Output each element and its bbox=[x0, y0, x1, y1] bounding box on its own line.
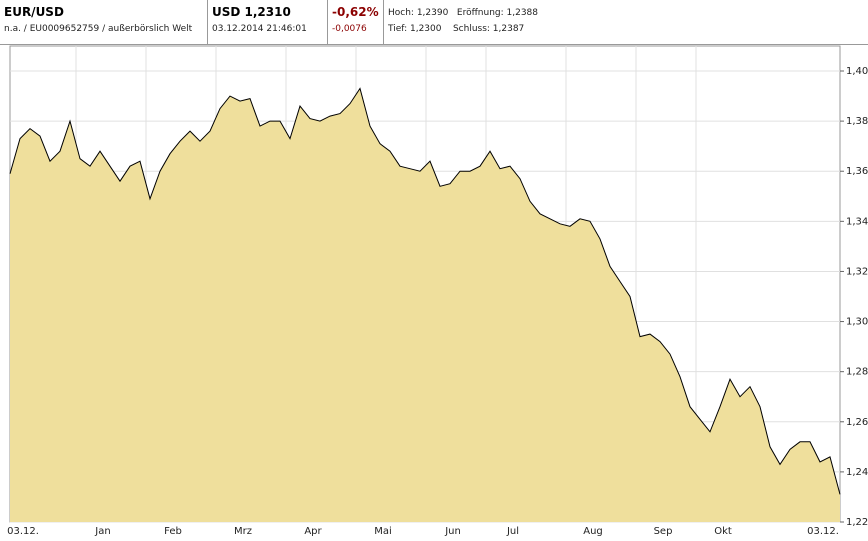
x-tick-label: Feb bbox=[164, 526, 182, 537]
x-tick-label: Jun bbox=[444, 526, 461, 537]
price: USD 1,2310 bbox=[212, 5, 291, 19]
x-tick-label: Apr bbox=[304, 526, 322, 537]
x-tick-label: Mai bbox=[374, 526, 392, 537]
chart: 1,22 1,24 1,26 1,28 1,30 1,32 1,34 1,36 1,38 1,40… bbox=[7, 45, 868, 537]
x-tick-label: Okt bbox=[714, 526, 732, 537]
area bbox=[10, 88, 840, 522]
stats-row: Tief: 1,2300 Schluss: 1,2387 bbox=[388, 24, 864, 34]
stats-row: Hoch: 1,2390 Eröffnung: 1,2388 bbox=[388, 8, 864, 18]
y-tick-label: 1,28 bbox=[846, 367, 868, 378]
change-abs: -0,0076 bbox=[332, 24, 367, 34]
y-tick-label: 1,36 bbox=[846, 166, 868, 177]
x-tick-label: Jan bbox=[94, 526, 110, 537]
x-tick-label: Aug bbox=[583, 526, 603, 537]
x-tick-label: 03.12. bbox=[7, 526, 39, 537]
y-tick-label: 1,22 bbox=[846, 517, 868, 528]
line bbox=[9, 87, 841, 495]
x-tick-label: Mrz bbox=[234, 526, 252, 537]
y-tick-label: 1,26 bbox=[846, 417, 868, 428]
header: EUR/USD n.a. / EU0009652759 / außerbörsl… bbox=[0, 0, 868, 45]
y-tick-label: 1,30 bbox=[846, 317, 868, 328]
open: Eröffnung: 1,2388 bbox=[456, 8, 539, 18]
x-tick-label: 03.12. bbox=[807, 526, 839, 537]
change-pct: -0,62% bbox=[332, 5, 379, 19]
high: Hoch: 1,2390 bbox=[388, 8, 449, 18]
timestamp: 03.12.2014 21:46:01 bbox=[212, 24, 307, 34]
subtitle: n.a. / EU0009652759 / außerbörslich Welt bbox=[4, 24, 193, 34]
symbol: EUR/USD bbox=[4, 5, 64, 19]
symbol-cell: EUR/USD n.a. / EU0009652759 / außerbörsl… bbox=[0, 0, 208, 44]
low: Tief: 1,2300 bbox=[388, 24, 442, 34]
y-tick-label: 1,32 bbox=[846, 266, 868, 277]
x-tick-label: Sep bbox=[654, 526, 673, 537]
stats-cell: Hoch: 1,2390 Eröffnung: 1,2388 Tief: 1,2… bbox=[384, 0, 868, 44]
y-tick-label: 1,34 bbox=[846, 216, 868, 227]
y-tick-label: 1,24 bbox=[846, 467, 868, 478]
x-tick-label: Jul bbox=[506, 526, 519, 537]
y-tick-label: 1,38 bbox=[846, 116, 868, 127]
y-tick-label: 1,40 bbox=[846, 66, 868, 77]
close: Schluss: 1,2387 bbox=[452, 24, 525, 34]
change-cell: -0,62% -0,0076 bbox=[328, 0, 384, 44]
price-cell: USD 1,2310 03.12.2014 21:46:01 bbox=[208, 0, 328, 44]
